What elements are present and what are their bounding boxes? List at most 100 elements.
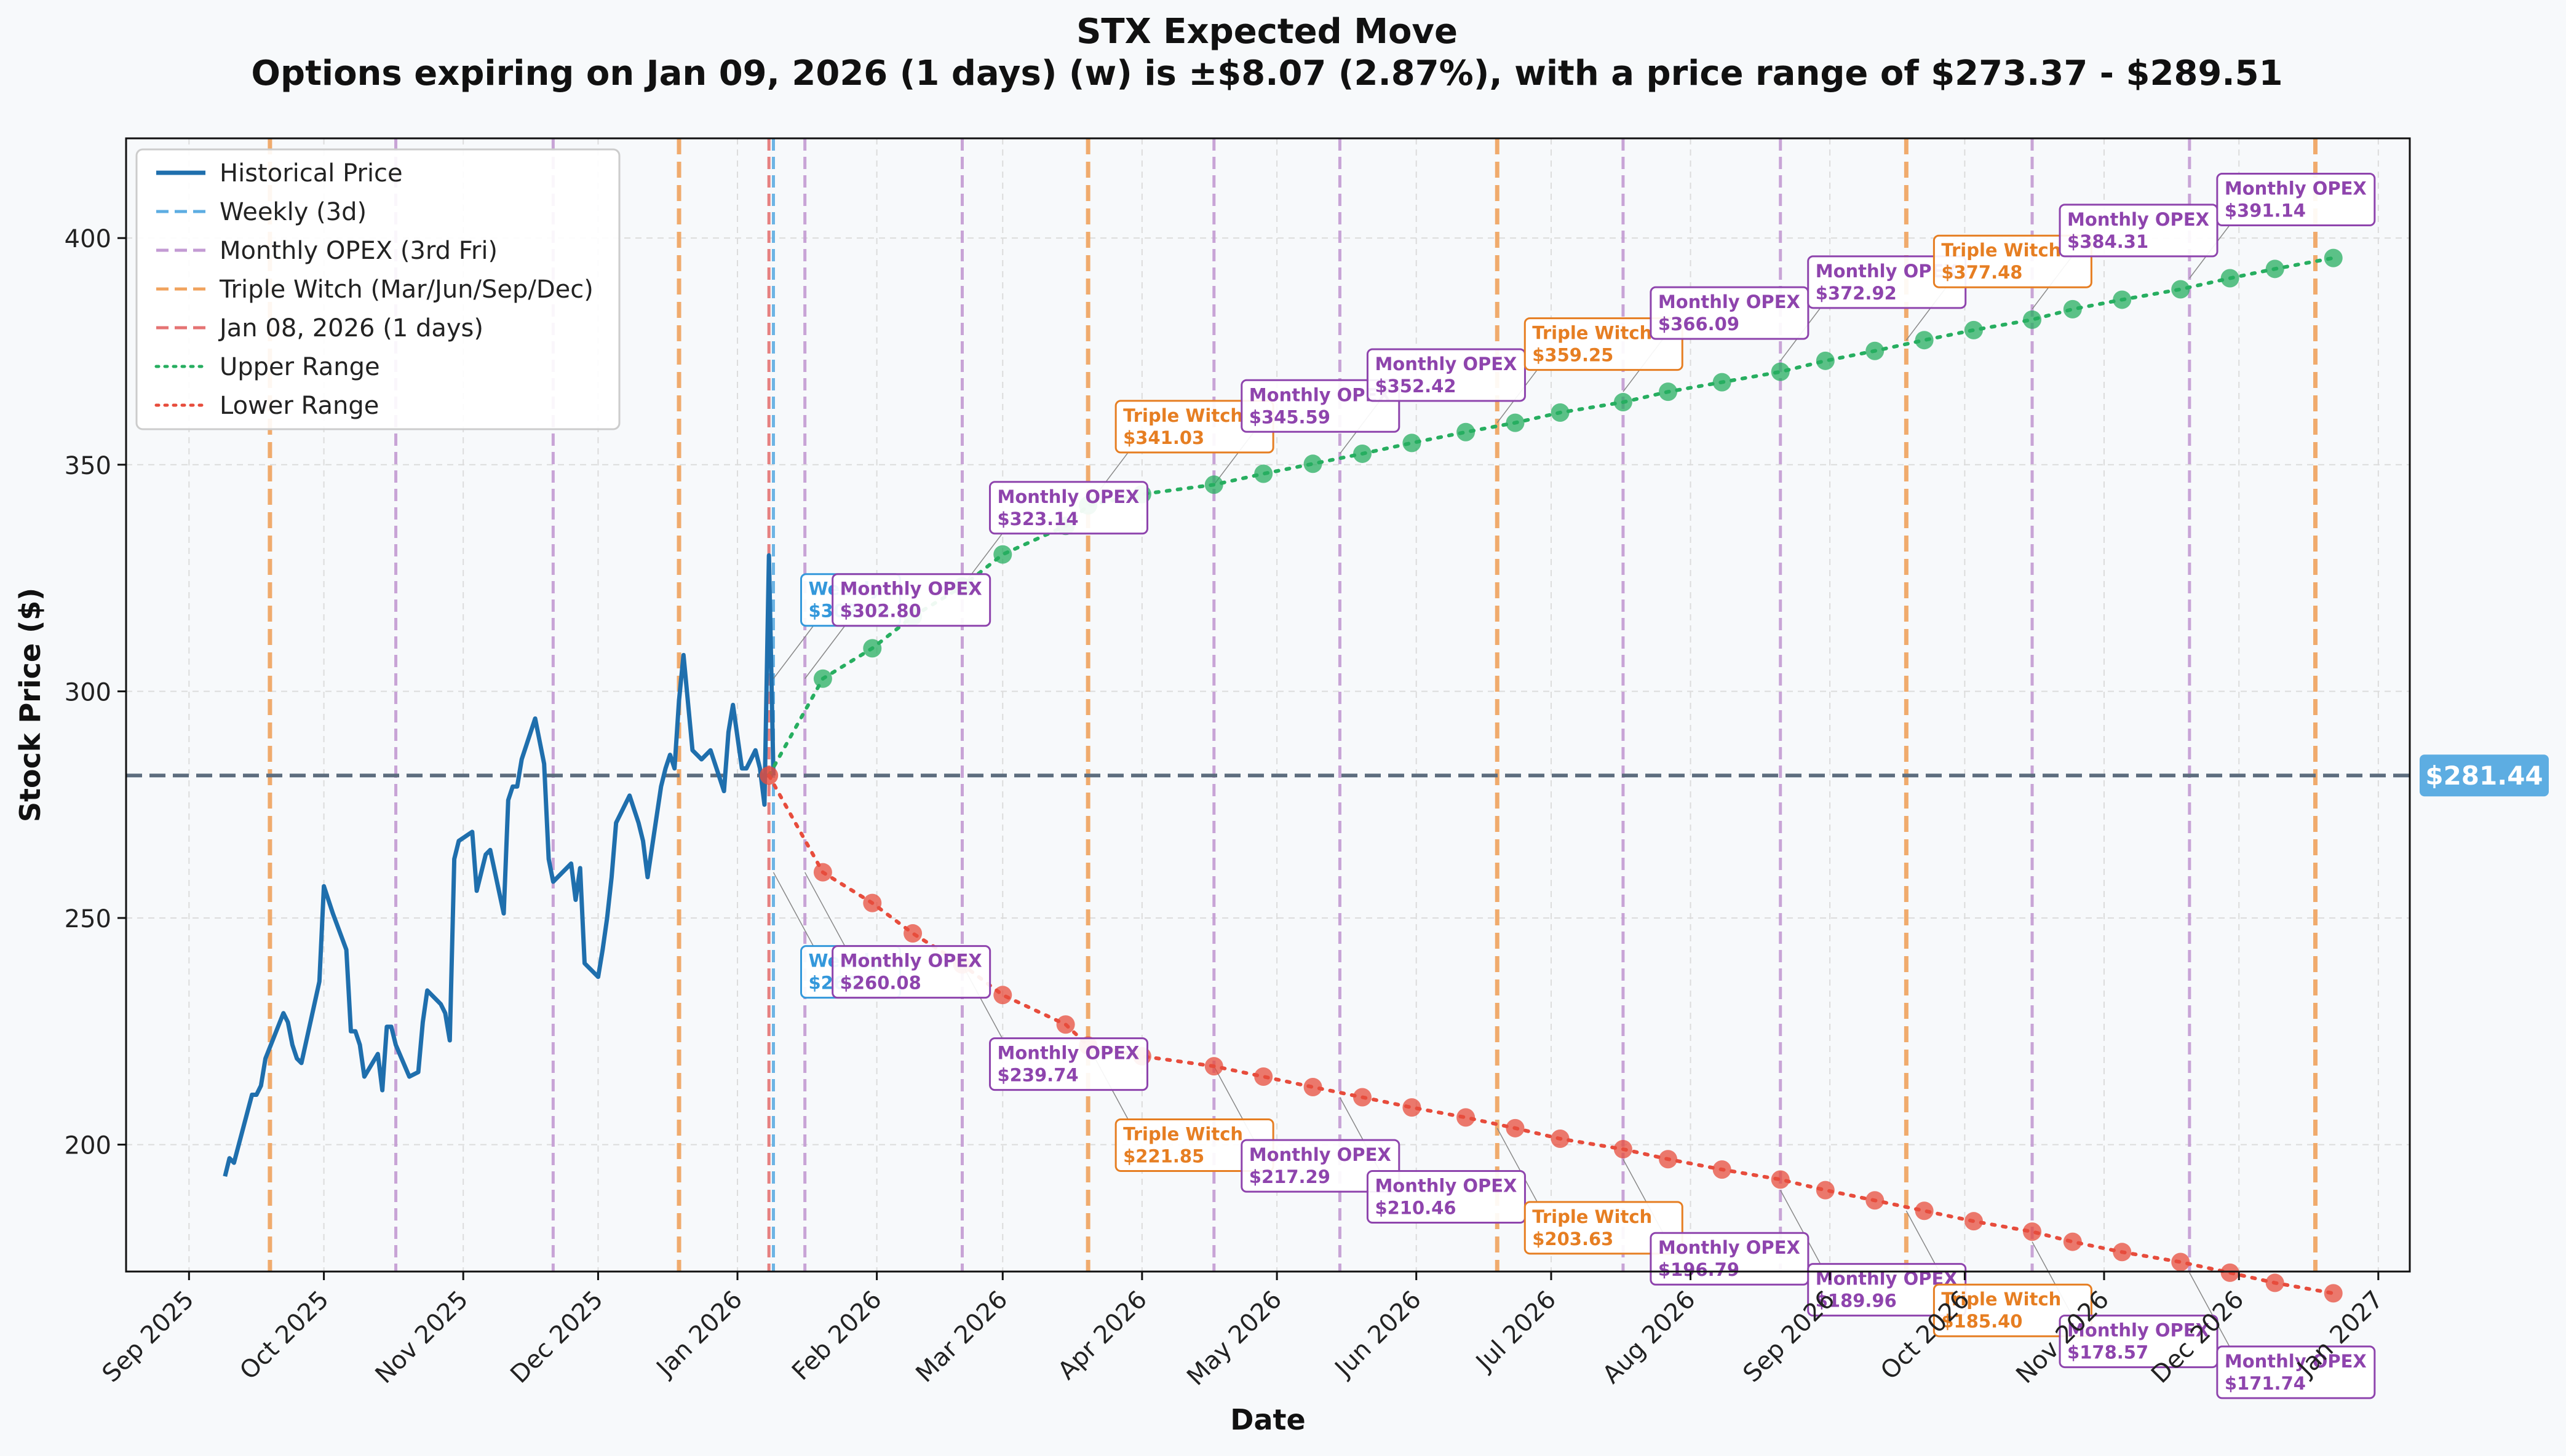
lower-range-point (1771, 1170, 1790, 1189)
annotation-box (1932, 234, 2092, 288)
triple-annotation: Triple Witch$221.85 (1114, 1118, 1274, 1173)
annotation-box (1523, 1201, 1683, 1255)
historical-price-line (223, 553, 776, 1177)
annotation-value: $185.40 (1941, 1311, 2022, 1332)
annotation-box (2059, 1315, 2218, 1369)
y-axis-label: Stock Price ($) (14, 588, 47, 822)
chart-title: STX Expected Move (1076, 12, 1458, 52)
lower-range-point (2113, 1243, 2132, 1262)
x-axis-label: Date (1230, 1403, 1305, 1436)
lower-range-point (1613, 1139, 1632, 1158)
upper-range-point (1551, 403, 1570, 422)
annotation-title: Monthly OPEX (997, 486, 1139, 507)
lower-range-point (1402, 1098, 1421, 1117)
legend-label: Upper Range (220, 353, 380, 381)
price-badge-label: $281.44 (2425, 761, 2543, 791)
upper-range-point (2324, 248, 2343, 267)
annotation-title: Triple Witch (1532, 323, 1652, 344)
annotation-box (1932, 1283, 2092, 1337)
annotation-box (988, 1037, 1148, 1091)
lower-range-point (1551, 1130, 1570, 1149)
annotation-value: $178.57 (2067, 1342, 2148, 1363)
lower-range-point (813, 863, 832, 882)
legend-label: Triple Witch (Mar/Jun/Sep/Dec) (219, 275, 594, 304)
upper-range-point (1915, 331, 1934, 350)
annotation-box (2216, 1345, 2376, 1399)
annotation-leader (2189, 1272, 2230, 1347)
upper-range-point (1816, 351, 1835, 370)
annotation-leader (804, 872, 846, 947)
annotation-value: $239.74 (997, 1065, 1078, 1086)
triple-annotation: Triple Witch$203.63 (1523, 1201, 1683, 1255)
upper-range-point (2265, 259, 2284, 279)
lower-range-point (1865, 1191, 1885, 1210)
annotation-box (832, 573, 991, 627)
annotation-value: $217.29 (1249, 1166, 1330, 1187)
annotation-value: $391.14 (2225, 200, 2306, 221)
lower-range-point (1303, 1077, 1322, 1096)
monthly-annotation: Monthly OPEX$366.09 (1650, 286, 1809, 340)
annotation-value: $203.63 (1532, 1228, 1613, 1249)
annotation-title: Triple Witch (1532, 1206, 1652, 1227)
y-tick-label: 350 (65, 452, 111, 480)
triple-annotation: Triple Witch$341.03 (1114, 400, 1274, 454)
upper-range-point (1204, 475, 1223, 494)
annotation-title: Monthly OPEX (1375, 1175, 1517, 1196)
annotation-title: Monthly OPEX (840, 951, 982, 971)
annotation-leader (1780, 1190, 1821, 1264)
y-tick-label: 200 (65, 1132, 111, 1160)
upper-range-point (1771, 362, 1790, 381)
monthly-annotation: Monthly OPEX$352.42 (1366, 348, 1526, 402)
annotation-value: $210.46 (1375, 1197, 1456, 1218)
y-tick-label: 300 (65, 678, 111, 706)
lower-range-point (993, 986, 1012, 1005)
triple-annotation: Triple Witch$185.40 (1932, 1283, 2092, 1337)
monthly-annotation: Monthly OPEX$210.46 (1366, 1169, 1526, 1224)
upper-range-point (863, 639, 882, 658)
lower-range-point (2023, 1222, 2042, 1241)
upper-range-point (993, 545, 1012, 564)
annotation-value: $196.79 (1658, 1259, 1739, 1280)
lower-range-point (1964, 1212, 1984, 1231)
upper-range-point (2063, 299, 2082, 318)
annotation-leader (1496, 1128, 1538, 1203)
lower-range-point (1712, 1160, 1731, 1179)
annotation-value: $221.85 (1123, 1146, 1204, 1167)
upper-range-point (1402, 433, 1421, 453)
annotation-title: Monthly OPEX (1658, 1237, 1800, 1258)
lower-range-point (2063, 1232, 2082, 1251)
legend-label: Weekly (3d) (220, 198, 367, 226)
upper-range-point (1613, 393, 1632, 412)
annotation-value: $377.48 (1941, 262, 2022, 283)
annotation-title: Monthly OPEX (997, 1043, 1139, 1064)
annotation-value: $171.74 (2225, 1373, 2306, 1394)
lower-range-point (1915, 1201, 1934, 1221)
lower-range-point (1254, 1067, 1273, 1086)
monthly-annotation: Monthly OPEX$217.29 (1241, 1139, 1400, 1193)
upper-range-point (1712, 373, 1731, 392)
monthly-annotation: Monthly OPEX$239.74 (988, 1037, 1148, 1091)
upper-range-point (1964, 320, 1984, 339)
y-tick-label: 250 (65, 905, 111, 933)
monthly-annotation: Monthly OPEX$171.74 (2216, 1345, 2376, 1399)
annotation-box (2216, 172, 2376, 226)
annotation-title: Monthly OPEX (1375, 354, 1517, 374)
upper-range-point (813, 669, 832, 688)
upper-range-point (1506, 413, 1525, 432)
current-price-badge: $281.44 (2420, 754, 2549, 797)
annotation-value: $323.14 (997, 508, 1078, 529)
upper-range-point (2113, 290, 2132, 309)
annotation-value: $341.03 (1123, 427, 1204, 448)
lower-range-point (2265, 1273, 2284, 1292)
lower-range-point (1456, 1108, 1476, 1127)
lower-range-point (1659, 1150, 1678, 1169)
lower-range-point (2220, 1263, 2239, 1282)
legend-label: Monthly OPEX (3rd Fri) (220, 237, 498, 265)
annotation-value: $302.80 (840, 601, 921, 622)
legend-label: Jan 08, 2026 (1 days) (218, 314, 483, 342)
annotation-leader (773, 872, 814, 947)
annotation-box (832, 945, 991, 999)
annotation-title: Monthly OPEX (2067, 209, 2209, 230)
monthly-annotation: Monthly OPEX$323.14 (988, 481, 1148, 535)
